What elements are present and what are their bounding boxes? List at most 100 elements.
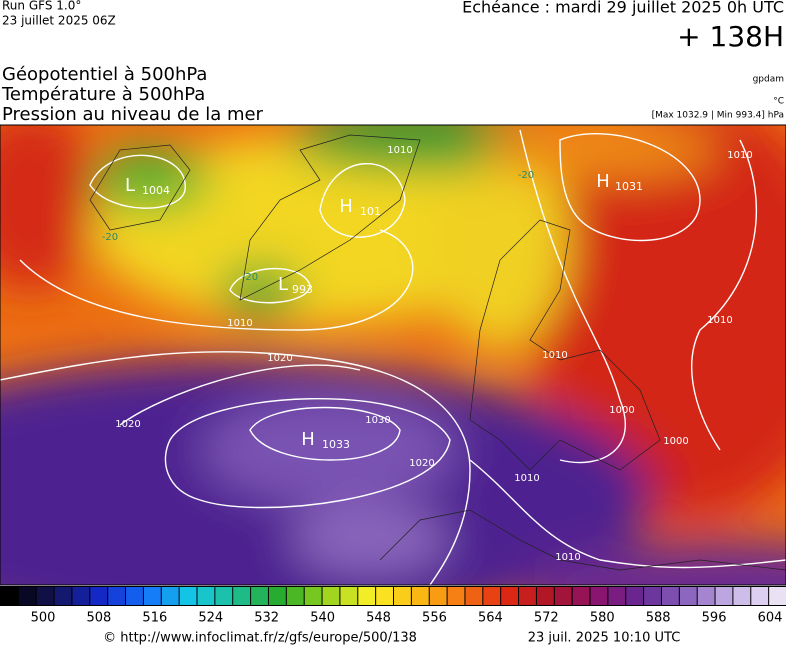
colorbar-swatch (72, 587, 90, 605)
colorbar-label: 556 (422, 611, 447, 626)
colorbar-swatch (626, 587, 644, 605)
isobar-label: 1010 (387, 145, 412, 156)
colorbar-label: 524 (198, 611, 223, 626)
temperature-label: -20 (102, 232, 118, 243)
colorbar-swatch (197, 587, 215, 605)
pressure-center-value: 101 (360, 205, 381, 218)
colorbar-swatch (679, 587, 697, 605)
colorbar-swatch (126, 587, 143, 605)
colorbar-swatch (286, 587, 304, 605)
pressure-center-letter: H (301, 429, 315, 450)
isobars (0, 129, 786, 585)
map-frame (0, 124, 786, 586)
pressure-center-value: 1004 (142, 184, 170, 197)
colorbar-label: 588 (646, 611, 671, 626)
isobar-label: 1020 (115, 419, 140, 430)
colorbar-swatch (376, 587, 393, 605)
colorbar-swatch (536, 587, 554, 605)
colorbar-swatch (447, 587, 465, 605)
colorbar-label: 508 (87, 611, 112, 626)
colorbar-label: 540 (310, 611, 335, 626)
colorbar-swatch (572, 587, 590, 605)
colorbar-swatch (1, 587, 18, 605)
colorbar-swatch (90, 587, 108, 605)
colorbar-swatch (733, 587, 751, 605)
colorbar-swatch (36, 587, 54, 605)
colorbar-swatch (358, 587, 376, 605)
isobar-label: 1010 (707, 315, 732, 326)
pressure-range: [Max 1032.9 | Min 993.4] hPa (652, 111, 784, 121)
source-url: © http://www.infoclimat.fr/z/gfs/europe/… (103, 631, 417, 646)
isobar-label: 1010 (727, 150, 752, 161)
map (0, 125, 786, 585)
field-name: Géopotentiel à 500hPa (2, 64, 207, 85)
colorbar-label: 596 (702, 611, 727, 626)
pressure-center-value: 1033 (322, 438, 350, 451)
isobar-label: 1020 (267, 353, 292, 364)
pressure-center-letter: L (278, 274, 288, 295)
lead-time: + 138H (677, 20, 784, 53)
temperature-label: -20 (518, 170, 534, 181)
isobar-label: 1010 (542, 350, 567, 361)
colorbar-swatch (215, 587, 233, 605)
pressure-center-value: 993 (292, 283, 313, 296)
run-label: Run GFS 1.0° (2, 0, 81, 13)
colorbar-swatch (554, 587, 572, 605)
run-date: 23 juillet 2025 06Z (2, 14, 116, 28)
colorbar-swatch (411, 587, 429, 605)
isobar-label: 1020 (409, 458, 434, 469)
colorbar-swatch (233, 587, 251, 605)
colorbar-label: 516 (142, 611, 167, 626)
colorbar-swatch (751, 587, 769, 605)
isobar-label: 1010 (227, 318, 252, 329)
colorbar-swatch (697, 587, 715, 605)
isobar-label: 1000 (663, 436, 688, 447)
colorbar-swatch (108, 587, 126, 605)
colorbar-swatch (18, 587, 36, 605)
colorbar-swatch (304, 587, 322, 605)
colorbar-label: 572 (534, 611, 559, 626)
colorbar-swatch (661, 587, 679, 605)
field-name: Température à 500hPa (1, 84, 205, 105)
colorbar-swatch (715, 587, 733, 605)
isobar-label: 1030 (365, 415, 390, 426)
unit-geopotential: gpdam (753, 75, 784, 85)
unit-temperature: °C (773, 97, 784, 107)
forecast-label: Echéance : mardi 29 juillet 2025 0h UTC (462, 0, 784, 17)
colorbar-swatch (54, 587, 72, 605)
colorbar-swatch (608, 587, 626, 605)
colorbar-label: 548 (366, 611, 391, 626)
colorbar-swatch (590, 587, 608, 605)
colorbar-swatch (268, 587, 286, 605)
pressure-center-letter: H (596, 171, 610, 192)
colorbar-swatch (322, 587, 340, 605)
colorbar-swatch (519, 587, 536, 605)
colorbar-swatch (483, 587, 501, 605)
colorbar-swatch (179, 587, 197, 605)
colorbar-swatch (251, 587, 268, 605)
field-name: Pression au niveau de la mer (2, 104, 264, 125)
colorbar-swatch (644, 587, 661, 605)
pressure-center-value: 1031 (615, 180, 643, 193)
coastlines (89, 134, 786, 571)
pressure-center-letter: H (339, 196, 353, 217)
colorbar-label: 532 (254, 611, 279, 626)
colorbar-swatch (501, 587, 519, 605)
colorbar-swatch (143, 587, 161, 605)
isobar-label: 1010 (555, 552, 580, 563)
colorbar-swatch (769, 587, 786, 605)
temperature-label: -20 (242, 272, 258, 283)
colorbar-label: 580 (590, 611, 615, 626)
colorbar-swatch (340, 587, 358, 605)
isobar-label: 1000 (609, 405, 634, 416)
colorbar-swatch (394, 587, 411, 605)
colorbar-label: 604 (758, 611, 783, 626)
colorbar-swatch (429, 587, 447, 605)
pressure-center-letter: L (125, 175, 135, 196)
colorbar-label: 564 (478, 611, 503, 626)
colorbar-swatch (465, 587, 483, 605)
isobar-label: 1010 (514, 473, 539, 484)
colorbar-label: 500 (31, 611, 56, 626)
